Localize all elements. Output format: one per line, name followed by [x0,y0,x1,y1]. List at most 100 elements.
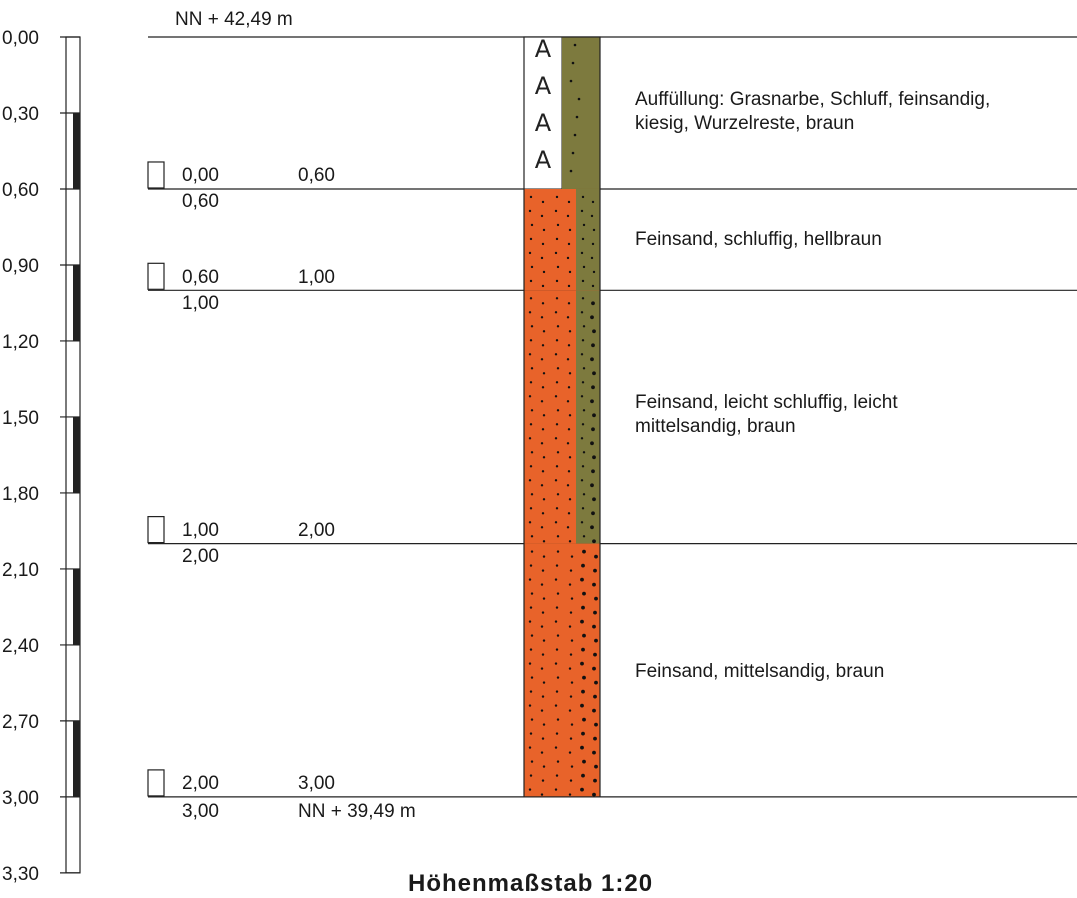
layer-description: Auffüllung: Grasnarbe, Schluff, feinsand… [635,89,991,134]
depth-tick-label: 1,50 [2,408,39,429]
sand-dot [554,353,558,356]
sand-dot [570,555,574,558]
sand-dot [568,330,572,333]
sand-dot [528,746,532,749]
sand-dot [592,666,596,671]
sand-dot [594,638,598,643]
sand-dot [540,442,544,445]
sand-dot [542,681,546,684]
sand-dot [567,344,571,347]
sand-dot [591,385,595,390]
silt-pattern-cell [562,37,600,189]
sand-dot [592,539,596,544]
sand-dot [530,451,534,454]
sand-dot [529,648,533,651]
silt-dot [571,151,575,155]
sand-dot [530,676,534,679]
sand-dot [556,493,560,496]
sand-dot [528,578,532,581]
sand-dot [541,242,545,246]
sand-dot [541,470,545,473]
sand-dot [580,437,584,440]
depth-scale-segment [73,112,80,189]
silt-dot [573,43,577,47]
sand-dot [556,223,560,227]
sand-dot [592,270,596,274]
sand-dot [568,540,572,543]
sand-dot [541,611,545,614]
depth-tick-label: 2,40 [2,636,39,657]
sand-dot [555,195,559,199]
sand-dot [568,583,572,586]
sand-dot [568,793,572,796]
sand-dot [581,731,585,736]
sand-dot [530,367,534,370]
sand-dot [528,353,532,356]
depth-tick-label: 0,00 [2,28,39,49]
fill-symbol: A [535,72,552,100]
sand-dot [569,737,573,740]
sand-dot [556,550,560,553]
sand-dot [554,251,558,255]
sand-dot [581,237,585,241]
sand-dot [593,610,597,615]
sample-from: 0,60 [182,267,219,288]
sand-dot [555,423,559,426]
sand-dot [542,540,546,543]
sand-dot [554,209,558,213]
top-elevation-label: NN + 42,49 m [175,9,293,30]
sand-dot [540,256,544,260]
fill-symbol: A [535,35,552,63]
silt-strip [576,188,600,291]
sand-dot [582,717,586,722]
sand-dot [570,597,574,600]
sand-dot [542,228,546,232]
sand-dot [566,214,570,218]
sand-dot [541,653,545,656]
sand-dot [581,689,585,694]
sand-dot [581,339,585,342]
sand-dot [592,413,596,418]
sand-dot [591,301,595,306]
sand-dot [555,606,559,609]
sand-dot [555,339,559,342]
sand-dot [582,493,586,496]
sand-dot [590,256,594,260]
sand-dot [582,325,586,328]
sand-dot [592,497,596,502]
sand-dot [555,774,559,777]
sample-from: 2,00 [182,773,219,794]
sand-dot [528,437,532,440]
sand-dot [542,372,546,375]
sand-dot [592,329,596,334]
sand-dot [566,256,570,260]
sand-dot [542,555,546,558]
sand-dot [591,343,595,348]
sand-dot [590,483,594,488]
depth-tick-label: 0,30 [2,104,39,125]
sand-dot [556,718,560,721]
sand-dot [566,400,570,403]
sand-dot [530,718,534,721]
sand-dot [555,732,559,735]
sand-dot [582,223,586,227]
sand-dot [528,704,532,707]
sand-dot [530,535,534,538]
sand-dot [567,512,571,515]
sand-dot [568,228,572,232]
sand-dot [540,358,544,361]
sand-dot [582,409,586,412]
sand-dot [528,251,532,255]
sand-dot [556,634,560,637]
depth-tick-label: 0,90 [2,256,39,277]
sand-dot [582,759,586,764]
sand-dot [592,750,596,755]
sand-dot [541,512,545,515]
sand-dot [567,470,571,473]
sand-dot [541,779,545,782]
sand-dot [555,381,559,384]
sand-dot [541,284,545,288]
sand-dot [542,498,546,501]
sand-dot [554,437,558,440]
sand-dot [554,395,558,398]
